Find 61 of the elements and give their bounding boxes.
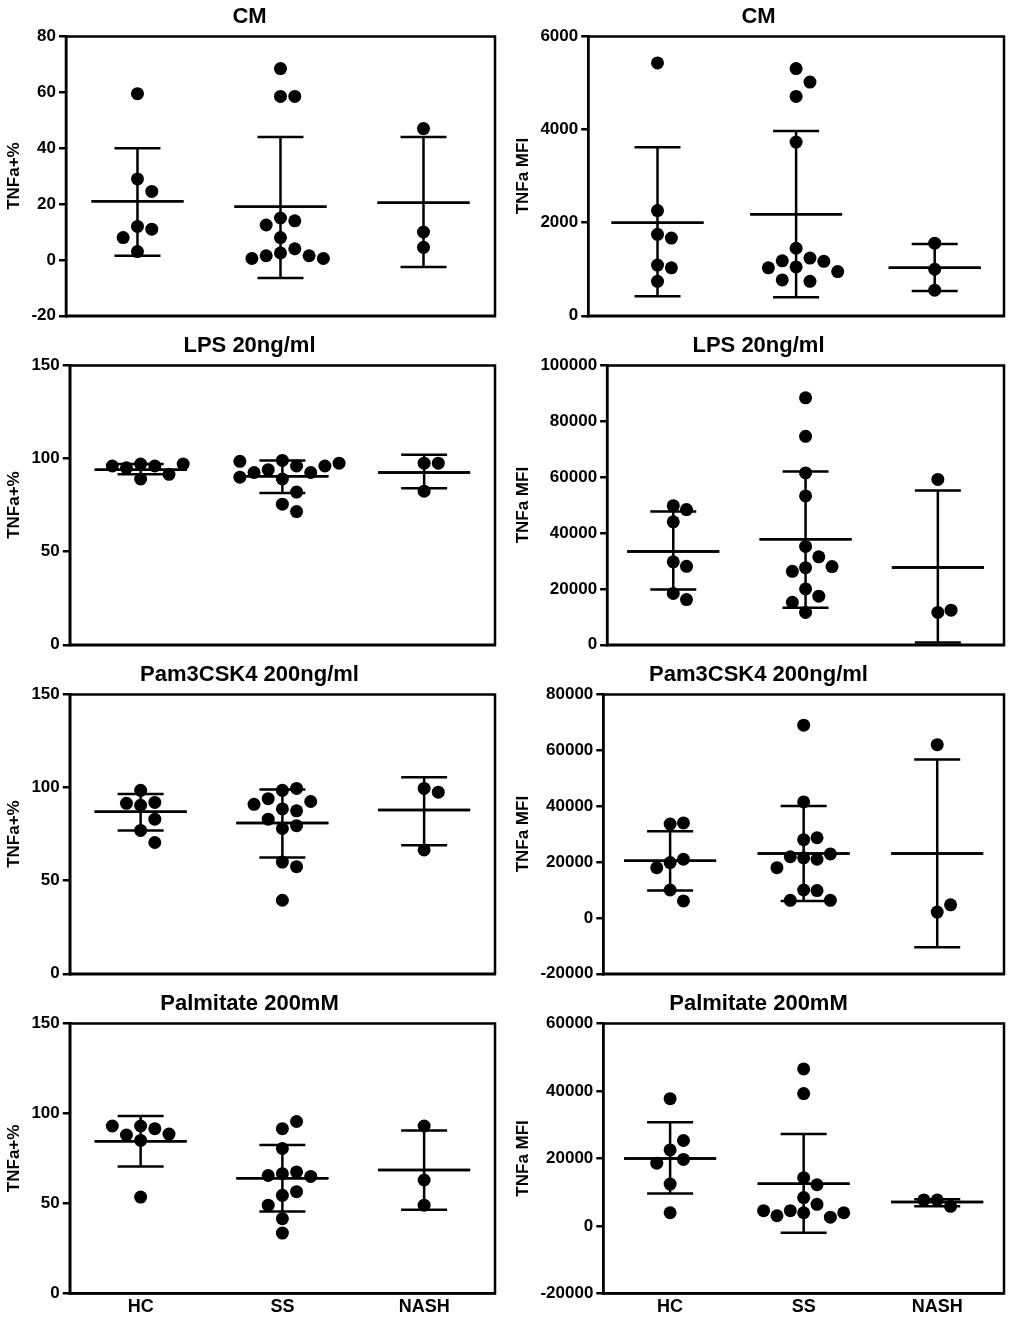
y-tick-label: 100 [31, 1103, 60, 1123]
y-tick-label: 50 [40, 1193, 60, 1213]
y-tick-label: 0 [568, 305, 579, 325]
y-tick-label: 20000 [549, 578, 598, 598]
y-tick-label: 40 [37, 137, 56, 157]
chart-title: LPS 20ng/ml [183, 332, 316, 358]
x-tick-label: SS [791, 1296, 816, 1317]
y-tick-label: 150 [31, 684, 60, 704]
y-tick-label: 0 [50, 1283, 60, 1303]
y-tick-label: 150 [31, 355, 60, 375]
y-tick-label: 60000 [549, 466, 598, 486]
y-tick-label: -20000 [540, 1283, 594, 1303]
chart-title: Pam3CSK4 200ng/ml [649, 661, 868, 687]
chart-title: Palmitate 200mM [669, 990, 848, 1016]
y-axis-title: TNFa+% [3, 800, 23, 868]
y-tick-label: 40000 [546, 795, 594, 815]
y-tick-label: 100000 [540, 355, 598, 375]
y-axis-title: TNFa MFI [512, 466, 532, 544]
y-tick-label: 0 [50, 634, 60, 654]
chart-title: LPS 20ng/ml [692, 332, 825, 358]
x-tick-label: NASH [911, 1296, 963, 1317]
y-tick-label: 0 [46, 249, 56, 269]
y-tick-label: 20000 [546, 851, 594, 871]
y-tick-label: 2000 [540, 212, 579, 232]
y-tick-label: 100 [31, 777, 60, 797]
y-tick-label: -20000 [540, 963, 594, 983]
y-axis-title: TNFa+% [3, 142, 23, 210]
y-axis-title: TNFa MFI [512, 1120, 532, 1197]
chart-title: CM [232, 3, 267, 29]
y-axis-title: TNFa+% [3, 1124, 23, 1193]
y-tick-label: 40000 [549, 522, 598, 542]
y-tick-label: 0 [50, 963, 60, 983]
y-tick-label: 50 [40, 870, 60, 890]
y-tick-label: 60000 [546, 739, 594, 759]
x-tick-label: SS [270, 1296, 295, 1317]
y-axis-title: TNFa MFI [512, 137, 532, 215]
y-tick-label: 4000 [540, 119, 579, 139]
y-tick-label: 0 [583, 1215, 594, 1235]
y-tick-label: 80000 [549, 410, 598, 430]
chart-title: CM [741, 3, 776, 29]
y-tick-label: 50 [40, 541, 60, 561]
y-axis-title: TNFa+% [3, 471, 23, 539]
x-tick-label: HC [127, 1296, 154, 1317]
y-tick-label: 0 [583, 907, 594, 927]
y-tick-label: 20000 [546, 1148, 594, 1168]
y-tick-label: 80000 [546, 684, 594, 704]
y-tick-label: 150 [31, 1013, 60, 1033]
x-tick-label: NASH [398, 1296, 450, 1317]
y-tick-label: 80 [37, 26, 56, 46]
y-tick-label: 20 [37, 193, 56, 213]
y-tick-label: 0 [587, 634, 598, 654]
y-axis-title: TNFa MFI [512, 795, 532, 873]
x-tick-label: HC [657, 1296, 684, 1317]
y-tick-label: 6000 [540, 26, 579, 46]
y-tick-label: 60 [37, 81, 56, 101]
y-tick-label: 60000 [546, 1013, 594, 1033]
y-tick-label: 100 [31, 448, 60, 468]
chart-title: Palmitate 200mM [160, 990, 339, 1016]
chart-title: Pam3CSK4 200ng/ml [140, 661, 359, 687]
y-tick-label: -20 [31, 305, 56, 325]
y-tick-label: 40000 [546, 1080, 594, 1100]
